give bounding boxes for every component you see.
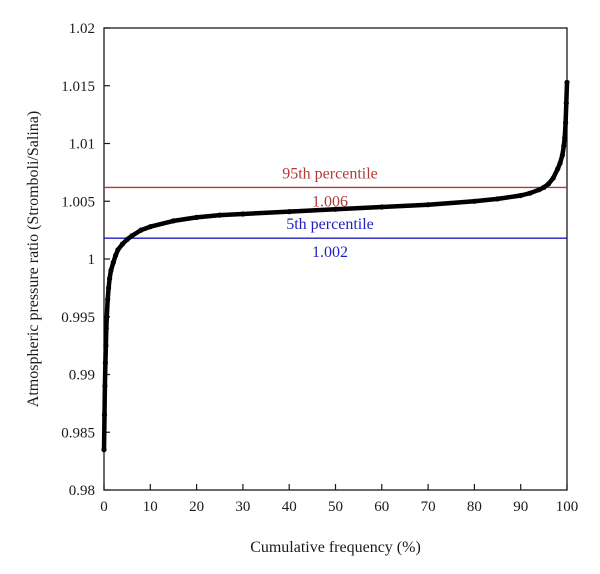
data-point	[147, 224, 153, 230]
data-point	[425, 202, 431, 208]
x-tick-label: 60	[374, 499, 389, 515]
data-point	[106, 285, 112, 291]
data-curve	[101, 80, 570, 452]
data-point	[124, 236, 130, 242]
data-point	[536, 187, 542, 193]
y-tick-label: 0.985	[61, 425, 95, 441]
data-point	[110, 259, 116, 266]
data-point	[119, 241, 126, 247]
x-tick-label: 70	[421, 499, 436, 515]
x-tick-label: 90	[513, 499, 528, 515]
reference-line-label: 95th percentile	[282, 165, 378, 182]
data-point	[103, 343, 109, 349]
axis-ticks: 0 10 20 30 40 50 60 70 80 90 100 0.98 0.985 0.99 0.995…	[61, 21, 578, 515]
data-point	[101, 412, 108, 418]
x-tick-label: 100	[556, 499, 579, 515]
y-tick-label: 1.02	[69, 21, 95, 37]
data-point	[527, 190, 533, 196]
reference-line-value: 1.002	[312, 244, 348, 261]
data-point	[550, 175, 556, 181]
data-point	[138, 227, 144, 233]
data-points	[101, 79, 570, 453]
x-axis-title: Cumulative frequency (%)	[250, 539, 421, 556]
data-point	[557, 160, 563, 166]
data-point	[104, 314, 110, 320]
data-point	[563, 120, 569, 126]
data-point	[217, 212, 223, 218]
data-point	[545, 181, 552, 187]
data-point	[129, 233, 135, 239]
data-point	[108, 268, 114, 274]
data-point	[562, 135, 568, 141]
reference-lines: 95th percentile 1.006 5th percentile 1.002	[104, 165, 567, 261]
data-point	[564, 79, 570, 85]
y-tick-label: 1.015	[61, 79, 95, 95]
data-point	[101, 447, 107, 453]
data-point	[495, 196, 501, 202]
x-tick-label: 10	[143, 499, 158, 515]
data-point	[102, 383, 108, 389]
data-point	[115, 247, 121, 253]
data-point	[170, 218, 176, 224]
data-point	[286, 209, 292, 215]
y-axis-title: Atmospheric pressure ratio (Stromboli/Sa…	[25, 111, 42, 407]
data-point	[105, 296, 111, 302]
data-point	[107, 276, 113, 282]
reference-line-label: 5th percentile	[286, 216, 374, 233]
data-point	[563, 100, 569, 106]
y-tick-label: 0.995	[61, 310, 95, 326]
data-point	[471, 198, 477, 204]
x-tick-label: 30	[235, 499, 250, 515]
y-tick-label: 1.01	[69, 137, 95, 153]
data-point	[555, 166, 561, 172]
data-point	[113, 252, 119, 259]
data-point	[379, 204, 385, 210]
data-point	[541, 184, 547, 190]
y-tick-label: 1.005	[61, 194, 95, 210]
y-tick-label: 0.98	[69, 483, 95, 499]
data-point	[102, 360, 108, 366]
x-tick-label: 20	[189, 499, 204, 515]
x-tick-label: 50	[328, 499, 343, 515]
data-point	[240, 211, 246, 217]
data-point	[194, 214, 200, 220]
data-point	[518, 192, 524, 199]
y-tick-label: 0.99	[69, 368, 95, 384]
data-point	[561, 143, 567, 149]
x-tick-label: 40	[282, 499, 297, 515]
data-point	[559, 152, 566, 158]
x-tick-label: 0	[100, 499, 108, 515]
x-tick-label: 80	[467, 499, 482, 515]
reference-line-value: 1.006	[312, 193, 348, 210]
data-point	[103, 325, 109, 331]
data-point	[332, 206, 339, 212]
y-tick-label: 1	[88, 252, 96, 268]
